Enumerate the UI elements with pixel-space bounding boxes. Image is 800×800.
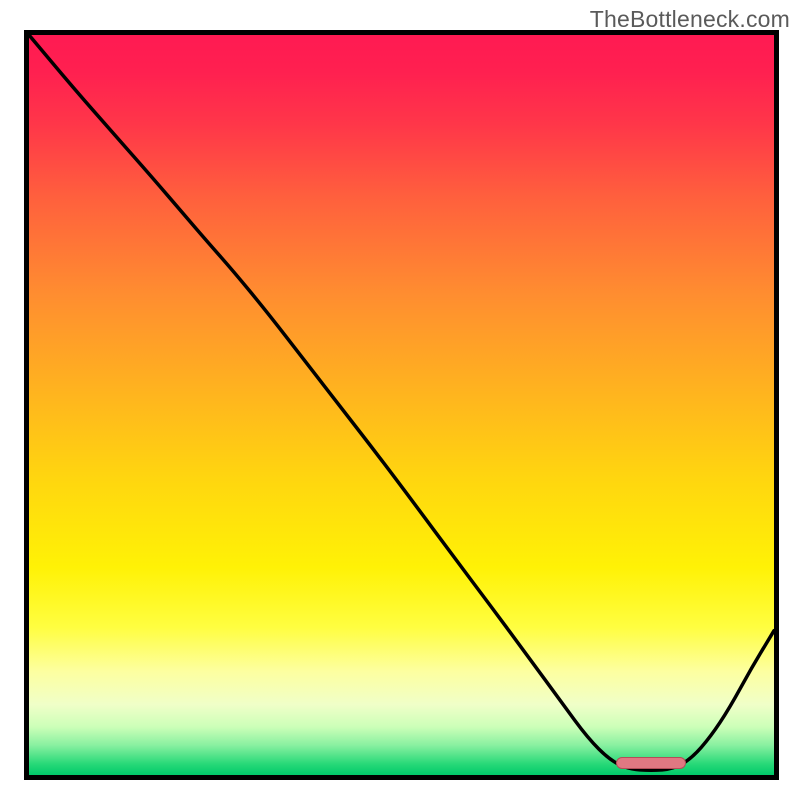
bottleneck-curve (29, 35, 774, 775)
plot-area (24, 30, 779, 780)
optimal-range-marker (616, 757, 685, 769)
chart-container: TheBottleneck.com (0, 0, 800, 800)
curve-path (29, 35, 774, 770)
watermark-text: TheBottleneck.com (590, 6, 790, 33)
